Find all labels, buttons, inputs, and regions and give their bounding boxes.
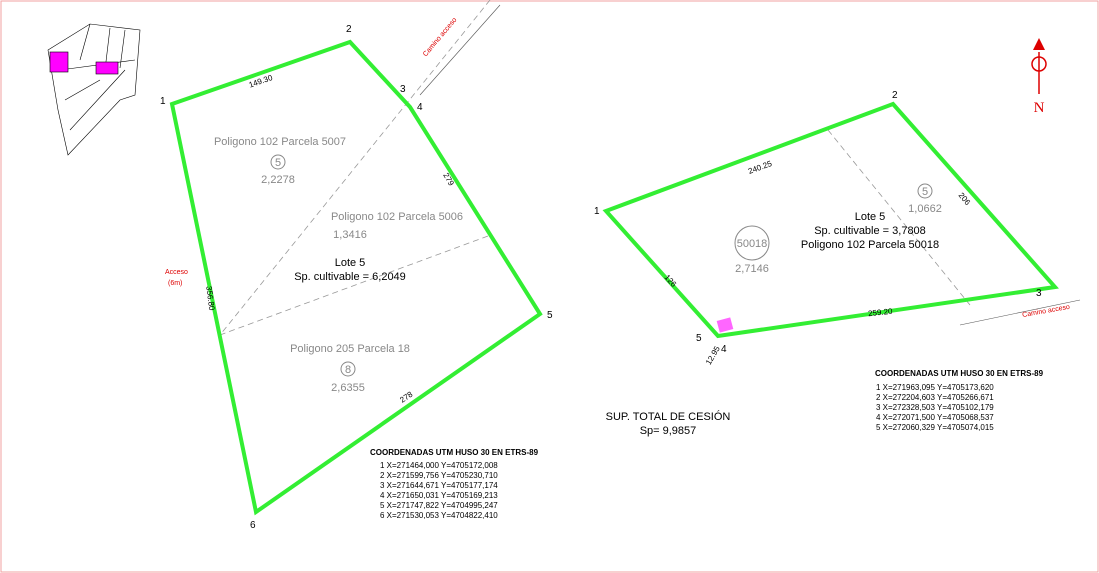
north-label: N bbox=[1034, 100, 1045, 116]
edge-length: 240.25 bbox=[747, 159, 774, 176]
parcel-area: 2,7146 bbox=[735, 263, 769, 275]
parcel-name: Poligono 102 Parcela 5007 bbox=[214, 136, 346, 148]
vertex: 3 bbox=[400, 84, 406, 95]
parcel-circle bbox=[270, 154, 286, 170]
edge-length: 259.20 bbox=[868, 307, 894, 319]
total-label: SUP. TOTAL DE CESIÓN bbox=[606, 410, 731, 423]
access-label: (6m) bbox=[168, 280, 182, 287]
vertex: 5 bbox=[696, 333, 702, 344]
vertex: 6 bbox=[250, 520, 256, 531]
vertex: 5 bbox=[547, 310, 553, 321]
coord-row: 2 X=272204,603 Y=4705266,671 bbox=[876, 393, 994, 402]
vertex: 1 bbox=[160, 96, 166, 107]
lot-label: Lote 5 bbox=[335, 257, 366, 269]
coord-row: 1 X=271464,000 Y=4705172,008 bbox=[380, 461, 498, 470]
coord-row: 4 X=272071,500 Y=4705068,537 bbox=[876, 413, 994, 422]
coord-row: 6 X=271530,053 Y=4704822,410 bbox=[380, 511, 498, 520]
cultivable: Sp. cultivable = 6,2049 bbox=[294, 271, 406, 283]
parcel-circle bbox=[734, 225, 770, 261]
parcel-name: Poligono 102 Parcela 5006 bbox=[331, 211, 463, 223]
coord-row: 2 X=271599,756 Y=4705230,710 bbox=[380, 471, 498, 480]
parcel-area: 1,3416 bbox=[333, 229, 367, 241]
vertex: 4 bbox=[721, 344, 727, 355]
parcel-area: 2,2278 bbox=[261, 174, 295, 186]
coord-row: 4 X=271650,031 Y=4705169,213 bbox=[380, 491, 498, 500]
parcel-area: 2,6355 bbox=[331, 382, 365, 394]
parcel-circle bbox=[917, 183, 933, 199]
coord-row: 5 X=272060,329 Y=4705074,015 bbox=[876, 423, 994, 432]
edge-length: 356.80 bbox=[204, 286, 216, 312]
coords-title: COORDENADAS UTM HUSO 30 EN ETRS-89 bbox=[875, 369, 1044, 378]
road-label: Camino acceso bbox=[422, 17, 458, 59]
parcel-id: 50018 bbox=[737, 238, 768, 250]
road-label: Camino acceso bbox=[1022, 304, 1071, 319]
parcel-id: 5 bbox=[922, 186, 928, 198]
lot-label: Lote 5 bbox=[855, 211, 886, 223]
vertex: 2 bbox=[892, 90, 898, 101]
parcel-id: 5 bbox=[275, 157, 281, 169]
parcel-name: Poligono 102 Parcela 50018 bbox=[801, 239, 939, 251]
left-plot: 1 2 3 4 5 6 149.30 279 356.80 278 Camino… bbox=[160, 0, 553, 531]
north-arrow: N bbox=[1031, 38, 1047, 116]
right-plot: 1 2 3 4 5 240.25 206 126 259.20 12.95 Ca… bbox=[594, 90, 1081, 378]
parcel-name: Poligono 205 Parcela 18 bbox=[290, 343, 410, 355]
total-value: Sp= 9,9857 bbox=[640, 425, 697, 437]
vertex: 4 bbox=[417, 102, 423, 113]
vertex: 3 bbox=[1036, 288, 1042, 299]
locator-map bbox=[47, 23, 141, 156]
vertex: 1 bbox=[594, 206, 600, 217]
coords-title: COORDENADAS UTM HUSO 30 EN ETRS-89 bbox=[370, 448, 539, 457]
access-label: Acceso bbox=[165, 269, 188, 276]
coord-row: 3 X=271644,671 Y=4705177,174 bbox=[380, 481, 498, 490]
coord-row: 1 X=271963,095 Y=4705173,620 bbox=[876, 383, 994, 392]
coord-row: 5 X=271747,822 Y=4704995,247 bbox=[380, 501, 498, 510]
parcel-circle bbox=[340, 361, 356, 377]
cultivable: Sp. cultivable = 3,7808 bbox=[814, 225, 926, 237]
edge-length: 12.95 bbox=[704, 344, 722, 366]
parcel-id: 8 bbox=[345, 364, 351, 376]
parcel-area: 1,0662 bbox=[908, 203, 942, 215]
coord-row: 3 X=272328,503 Y=4705102,179 bbox=[876, 403, 994, 412]
vertex: 2 bbox=[346, 24, 352, 35]
